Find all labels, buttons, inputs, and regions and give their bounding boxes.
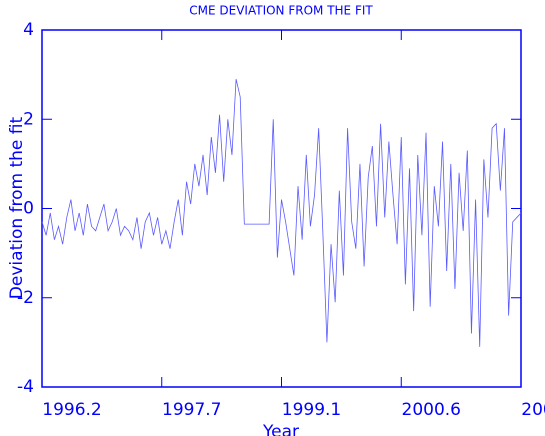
x-tick-label: 1996.2: [42, 400, 101, 420]
x-tick-label: 1997.7: [162, 400, 221, 420]
data-line: [41, 78, 522, 347]
y-tick-label: -4: [17, 377, 34, 397]
y-tick-label: -2: [17, 288, 34, 308]
y-tick-label: 2: [23, 109, 34, 129]
x-tick-label: 1999.1: [282, 400, 341, 420]
x-tick-label: 2002.0: [521, 400, 545, 420]
y-tick-label: 4: [23, 20, 34, 40]
y-tick-label: 0: [23, 199, 34, 219]
x-axis-label: Year: [262, 422, 299, 436]
chart-title: CME DEVIATION FROM THE FIT: [189, 4, 373, 18]
y-axis-label: Deviation from the fit: [7, 116, 27, 299]
x-tick-label: 2000.6: [402, 400, 461, 420]
